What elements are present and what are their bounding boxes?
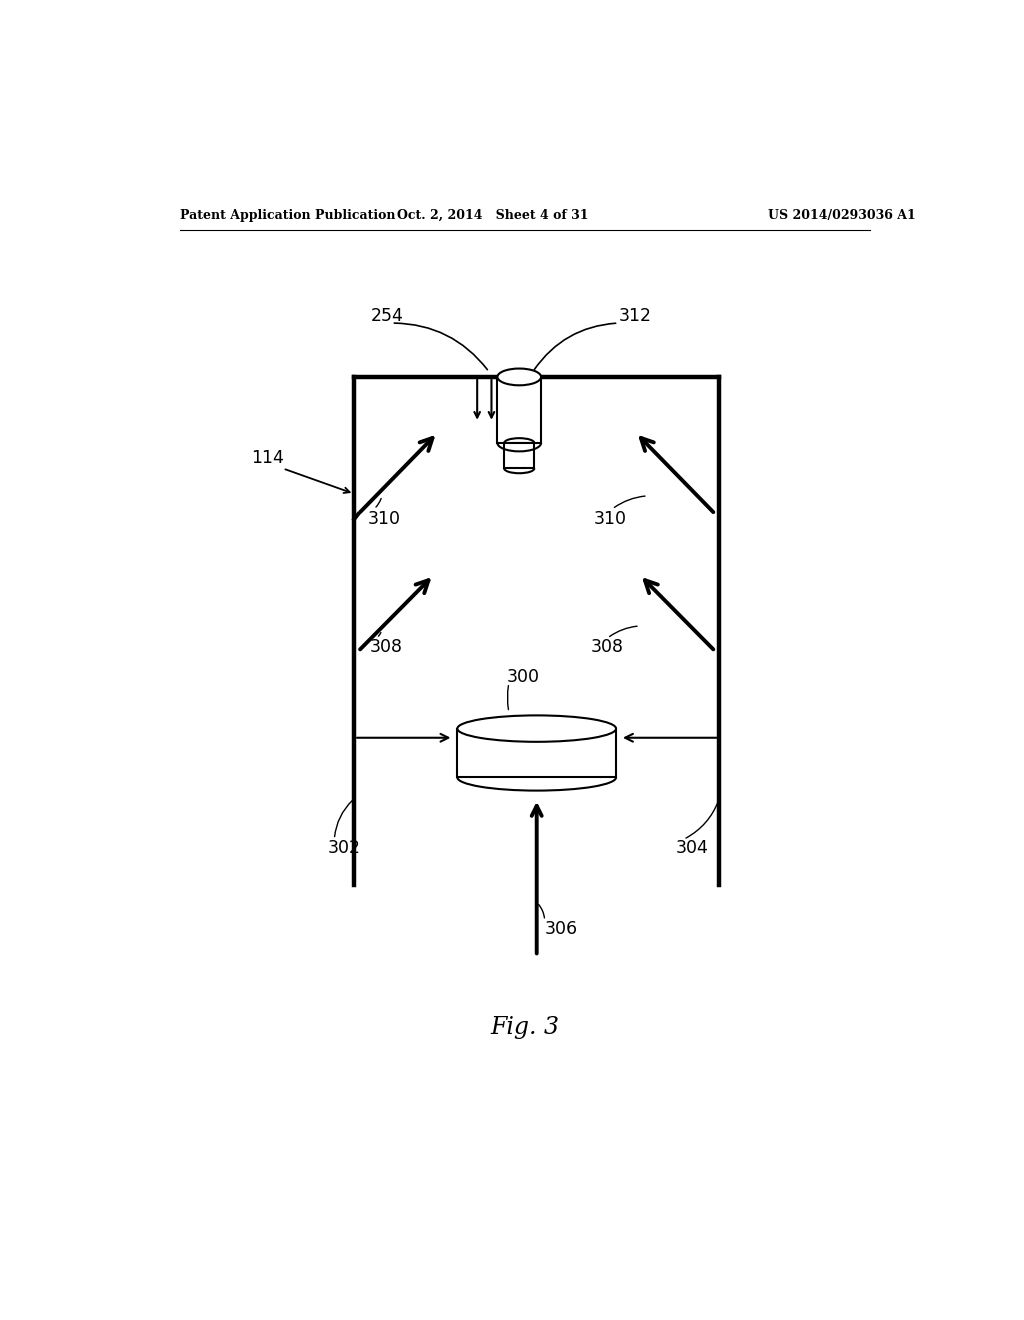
FancyArrowPatch shape [609, 626, 637, 636]
Text: 304: 304 [676, 838, 709, 857]
Text: Oct. 2, 2014   Sheet 4 of 31: Oct. 2, 2014 Sheet 4 of 31 [397, 209, 589, 222]
Text: US 2014/0293036 A1: US 2014/0293036 A1 [768, 209, 916, 222]
Text: 302: 302 [328, 838, 361, 857]
Text: 306: 306 [545, 920, 578, 937]
Text: 310: 310 [368, 511, 400, 528]
Text: 114: 114 [251, 449, 284, 467]
Text: 308: 308 [591, 639, 624, 656]
Ellipse shape [458, 715, 616, 742]
Text: 310: 310 [594, 511, 627, 528]
FancyArrowPatch shape [376, 499, 381, 507]
Text: 312: 312 [618, 308, 651, 325]
FancyArrowPatch shape [535, 323, 615, 370]
Bar [498, 378, 541, 444]
Text: 254: 254 [371, 308, 403, 325]
Text: 300: 300 [507, 668, 540, 686]
FancyArrowPatch shape [686, 801, 718, 838]
Bar [458, 729, 616, 777]
FancyArrowPatch shape [379, 632, 381, 636]
FancyArrowPatch shape [539, 904, 545, 917]
Text: Fig. 3: Fig. 3 [490, 1016, 559, 1039]
FancyArrowPatch shape [614, 496, 645, 507]
FancyArrowPatch shape [394, 323, 487, 370]
Text: 308: 308 [370, 639, 403, 656]
Text: Patent Application Publication: Patent Application Publication [179, 209, 395, 222]
Ellipse shape [498, 368, 541, 385]
Bar [504, 444, 535, 469]
FancyArrowPatch shape [335, 801, 352, 837]
